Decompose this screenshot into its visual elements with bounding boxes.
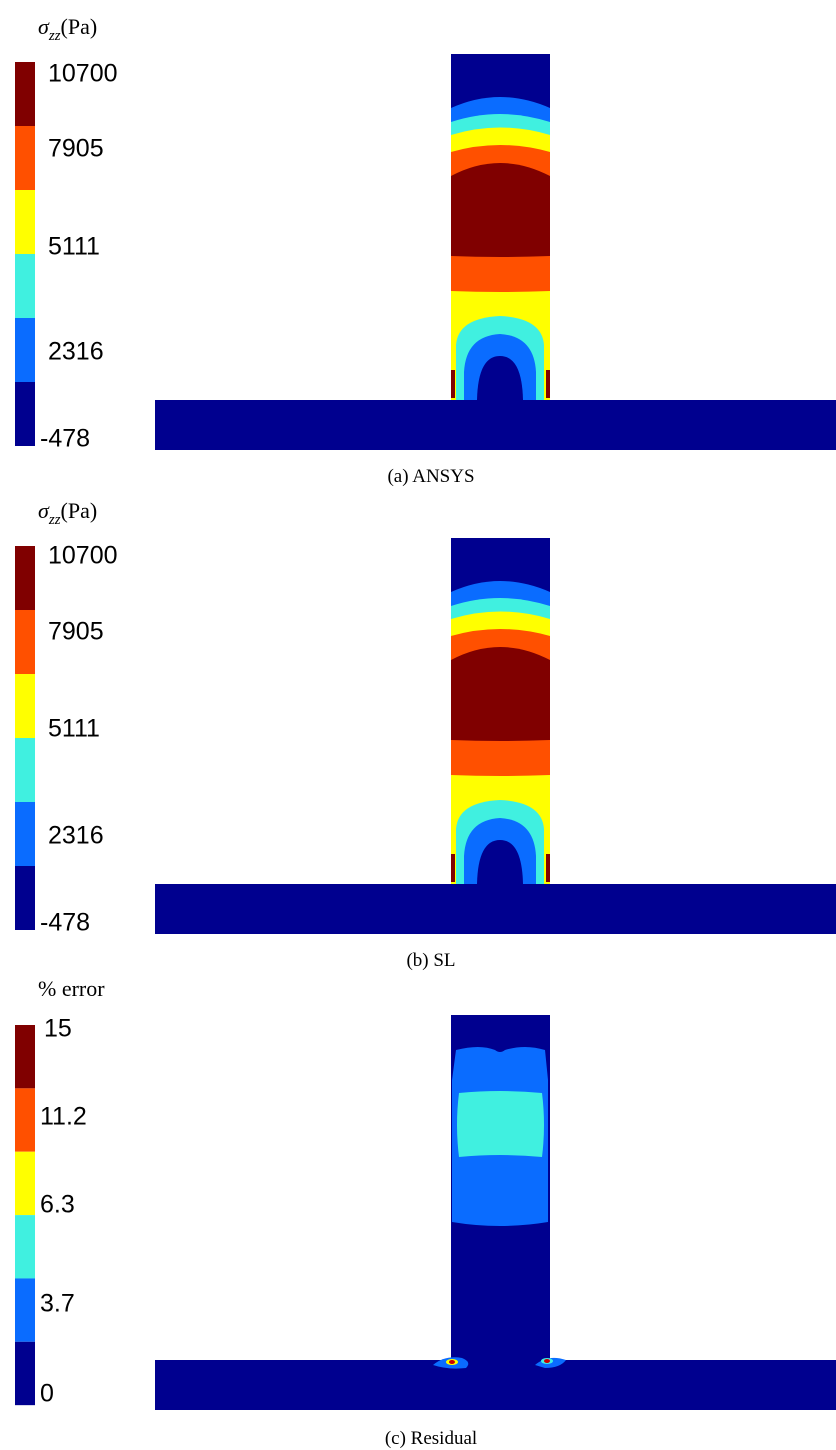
colorbar-label: 10700 xyxy=(48,60,118,88)
panel-c: % error 15 11.2 6.3 3.7 0 (c) Residual xyxy=(15,976,836,1449)
colorbar-label: 2316 xyxy=(48,822,104,850)
caption: (a) ANSYS xyxy=(387,466,474,487)
contour-field xyxy=(155,1015,836,1410)
colorbar xyxy=(15,62,35,446)
colorbar-label: -478 xyxy=(40,425,90,453)
colorbar xyxy=(15,546,35,930)
colorbar-label: -478 xyxy=(40,909,90,937)
colorbar xyxy=(15,1025,35,1406)
colorbar-title: σzz(Pa) xyxy=(38,498,97,528)
colorbar-label: 6.3 xyxy=(40,1191,75,1219)
colorbar-label: 0 xyxy=(40,1380,54,1408)
caption: (c) Residual xyxy=(385,1428,477,1449)
colorbar-label: 11.2 xyxy=(40,1103,87,1131)
contour-field xyxy=(155,54,836,450)
colorbar-label: 2316 xyxy=(48,338,104,366)
colorbar-label: 5111 xyxy=(48,715,100,743)
colorbar-title: % error xyxy=(38,976,105,1001)
colorbar-label: 10700 xyxy=(48,542,118,570)
colorbar-label: 7905 xyxy=(48,135,104,163)
colorbar-label: 5111 xyxy=(48,233,100,261)
colorbar-label: 3.7 xyxy=(40,1290,75,1318)
panel-b: σzz(Pa) 10700 7905 5111 2316 -478 (b) SL xyxy=(15,498,836,971)
colorbar-label: 15 xyxy=(44,1015,72,1043)
colorbar-label: 7905 xyxy=(48,618,104,646)
panel-a: σzz(Pa) 10700 7905 5111 2316 -478 (a) AN… xyxy=(15,14,836,487)
caption: (b) SL xyxy=(406,950,455,971)
contour-field xyxy=(155,538,836,934)
colorbar-title: σzz(Pa) xyxy=(38,14,97,44)
